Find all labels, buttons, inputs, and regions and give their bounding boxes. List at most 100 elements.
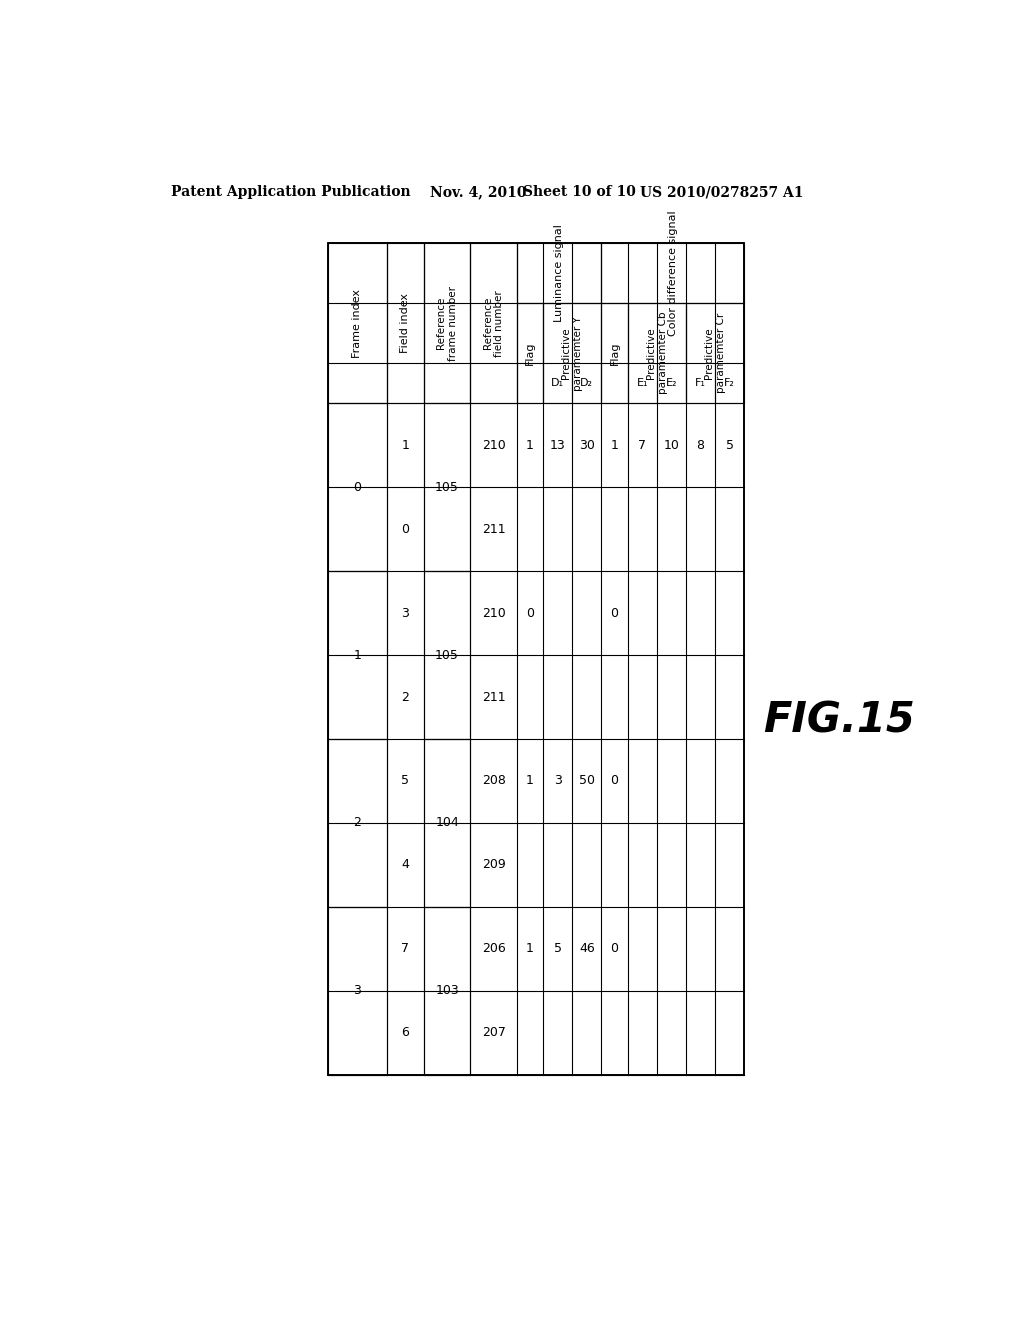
Text: 1: 1 bbox=[526, 775, 534, 788]
Bar bbox=[424, 739, 470, 907]
Text: 5: 5 bbox=[726, 438, 733, 451]
Text: 0: 0 bbox=[610, 942, 618, 956]
Text: F₁: F₁ bbox=[695, 379, 706, 388]
Text: 0: 0 bbox=[610, 775, 618, 788]
Bar bbox=[328, 243, 744, 1074]
Text: Predictive
paramemter Cr: Predictive paramemter Cr bbox=[705, 313, 726, 393]
Text: 104: 104 bbox=[435, 816, 459, 829]
Text: 105: 105 bbox=[435, 480, 459, 494]
Text: 211: 211 bbox=[481, 523, 506, 536]
Text: 3: 3 bbox=[401, 607, 410, 619]
Text: D₁: D₁ bbox=[551, 379, 564, 388]
Bar bbox=[329, 907, 386, 1074]
Text: Reference
frame number: Reference frame number bbox=[436, 285, 458, 360]
Text: 5: 5 bbox=[554, 942, 562, 956]
Text: Reference
field number: Reference field number bbox=[482, 290, 505, 356]
Text: Patent Application Publication: Patent Application Publication bbox=[171, 185, 411, 199]
Text: E₂: E₂ bbox=[666, 379, 677, 388]
Text: 8: 8 bbox=[696, 438, 705, 451]
Bar bbox=[328, 243, 744, 1074]
Bar bbox=[517, 243, 601, 302]
Text: Predictive
paramemter Cb: Predictive paramemter Cb bbox=[646, 312, 668, 395]
Text: 208: 208 bbox=[481, 775, 506, 788]
Text: E₁: E₁ bbox=[637, 379, 648, 388]
Text: Luminance signal: Luminance signal bbox=[554, 224, 564, 322]
Bar bbox=[601, 304, 628, 404]
Text: Flag: Flag bbox=[525, 342, 535, 364]
Text: 211: 211 bbox=[481, 690, 506, 704]
Bar bbox=[329, 739, 386, 907]
Text: 210: 210 bbox=[481, 438, 506, 451]
Bar bbox=[424, 404, 470, 572]
Text: US 2010/0278257 A1: US 2010/0278257 A1 bbox=[640, 185, 803, 199]
Bar bbox=[602, 243, 743, 302]
Bar bbox=[517, 243, 601, 304]
Text: 0: 0 bbox=[401, 523, 410, 536]
Text: 1: 1 bbox=[353, 648, 361, 661]
Bar bbox=[329, 572, 386, 739]
Text: Flag: Flag bbox=[609, 342, 620, 364]
Text: FIG.15: FIG.15 bbox=[764, 700, 915, 742]
Bar bbox=[424, 404, 470, 570]
Text: 2: 2 bbox=[353, 816, 361, 829]
Bar bbox=[471, 243, 516, 403]
Bar bbox=[424, 243, 470, 403]
Text: 4: 4 bbox=[401, 858, 410, 871]
Bar bbox=[628, 304, 685, 403]
Text: 0: 0 bbox=[526, 607, 534, 619]
Text: 105: 105 bbox=[435, 648, 459, 661]
Bar bbox=[328, 907, 387, 1074]
Text: Sheet 10 of 10: Sheet 10 of 10 bbox=[523, 185, 636, 199]
Bar bbox=[686, 304, 743, 403]
Text: 5: 5 bbox=[401, 775, 410, 788]
Text: Field index: Field index bbox=[400, 293, 411, 354]
Bar bbox=[424, 739, 470, 907]
Bar bbox=[628, 304, 686, 404]
Bar bbox=[328, 243, 387, 404]
Text: 7: 7 bbox=[638, 438, 646, 451]
Text: 3: 3 bbox=[554, 775, 561, 788]
Bar bbox=[328, 739, 387, 907]
Text: 13: 13 bbox=[550, 438, 565, 451]
Bar bbox=[517, 304, 543, 403]
Bar bbox=[544, 304, 601, 403]
Text: Predictive
paramemter Y: Predictive paramemter Y bbox=[561, 315, 583, 391]
Text: 6: 6 bbox=[401, 1026, 410, 1039]
Text: 7: 7 bbox=[401, 942, 410, 956]
Text: 1: 1 bbox=[526, 438, 534, 451]
Bar bbox=[387, 243, 423, 403]
Text: 46: 46 bbox=[579, 942, 595, 956]
Bar bbox=[387, 243, 424, 404]
Text: 103: 103 bbox=[435, 985, 459, 998]
Text: 1: 1 bbox=[401, 438, 410, 451]
Text: 210: 210 bbox=[481, 607, 506, 619]
Text: 206: 206 bbox=[481, 942, 506, 956]
Bar bbox=[329, 243, 386, 403]
Text: 2: 2 bbox=[401, 690, 410, 704]
Text: 50: 50 bbox=[579, 775, 595, 788]
Bar bbox=[328, 572, 387, 739]
Text: 3: 3 bbox=[353, 985, 361, 998]
Text: D₂: D₂ bbox=[581, 379, 593, 388]
Text: 207: 207 bbox=[481, 1026, 506, 1039]
Text: 10: 10 bbox=[664, 438, 679, 451]
Text: 30: 30 bbox=[579, 438, 595, 451]
Bar bbox=[328, 404, 387, 572]
Text: 0: 0 bbox=[610, 607, 618, 619]
Text: 0: 0 bbox=[353, 480, 361, 494]
Bar bbox=[517, 304, 543, 404]
Text: 209: 209 bbox=[481, 858, 506, 871]
Bar bbox=[424, 572, 470, 739]
Bar bbox=[424, 907, 470, 1074]
Bar bbox=[543, 304, 601, 404]
Text: 1: 1 bbox=[526, 942, 534, 956]
Bar bbox=[470, 243, 517, 404]
Bar bbox=[329, 404, 386, 570]
Text: Color difference signal: Color difference signal bbox=[668, 210, 678, 337]
Text: 1: 1 bbox=[610, 438, 618, 451]
Bar bbox=[602, 304, 628, 403]
Bar bbox=[686, 304, 744, 404]
Bar bbox=[601, 243, 744, 304]
Text: Frame index: Frame index bbox=[352, 289, 362, 358]
Bar bbox=[424, 907, 470, 1074]
